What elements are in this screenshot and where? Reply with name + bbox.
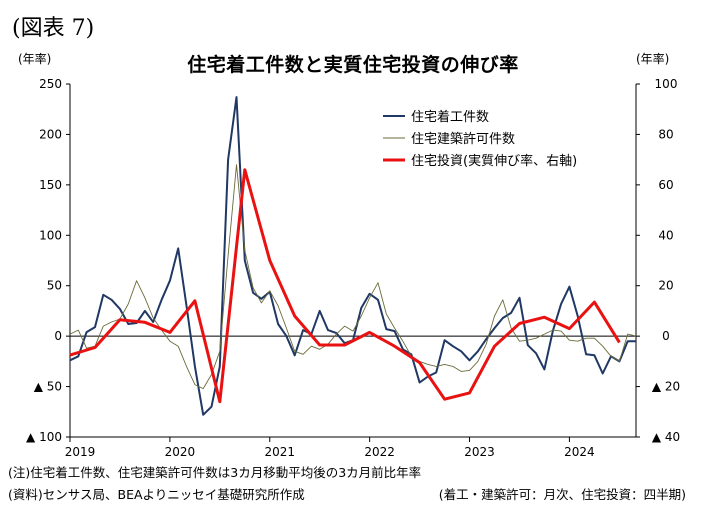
right-tick-label: 60 xyxy=(658,178,673,192)
x-tick-label: 2024 xyxy=(564,445,595,459)
left-tick-label: 50 xyxy=(47,279,62,293)
note-source: (資料)センサス局、BEAよりニッセイ基礎研究所作成 xyxy=(8,487,305,502)
x-tick-label: 2022 xyxy=(364,445,395,459)
figure-label: (図表 7) xyxy=(12,16,95,41)
note-frequency: (着工・建築許可：月次、住宅投資：四半期) xyxy=(438,487,686,502)
left-tick-label: 250 xyxy=(39,77,62,91)
right-tick-label: ▲ 40 xyxy=(652,430,680,444)
note-footnote: (注)住宅着工件数、住宅建築許可件数は3カ月移動平均後の3カ月前比年率 xyxy=(8,465,422,480)
right-tick-label: 0 xyxy=(662,329,670,343)
x-tick-label: 2021 xyxy=(264,445,295,459)
right-axis-unit: (年率) xyxy=(636,52,670,66)
right-tick-label: ▲ 20 xyxy=(652,380,680,394)
x-tick-label: 2019 xyxy=(65,445,96,459)
legend-label-3: 住宅投資(実質伸び率、右軸) xyxy=(411,153,577,169)
series-line-3 xyxy=(69,168,621,404)
x-tick-label: 2020 xyxy=(165,445,196,459)
left-tick-label: 100 xyxy=(39,228,62,242)
left-tick-label: 0 xyxy=(54,329,62,343)
right-tick-label: 100 xyxy=(655,77,678,91)
left-axis-unit: (年率) xyxy=(18,52,52,66)
series-line-1 xyxy=(69,96,636,416)
left-tick-label: ▲ 100 xyxy=(26,430,62,444)
left-tick-label: 200 xyxy=(39,127,62,141)
x-tick-label: 2023 xyxy=(464,445,495,459)
right-tick-label: 40 xyxy=(658,228,673,242)
legend-label-1: 住宅着工件数 xyxy=(411,109,489,125)
chart-title: 住宅着工件数と実質住宅投資の伸び率 xyxy=(187,54,519,76)
right-tick-label: 80 xyxy=(658,127,673,141)
series-line-2 xyxy=(69,164,637,390)
left-tick-label: ▲ 50 xyxy=(34,380,62,394)
left-tick-label: 150 xyxy=(39,178,62,192)
legend-label-2: 住宅建築許可件数 xyxy=(411,132,515,147)
right-tick-label: 20 xyxy=(658,279,673,293)
